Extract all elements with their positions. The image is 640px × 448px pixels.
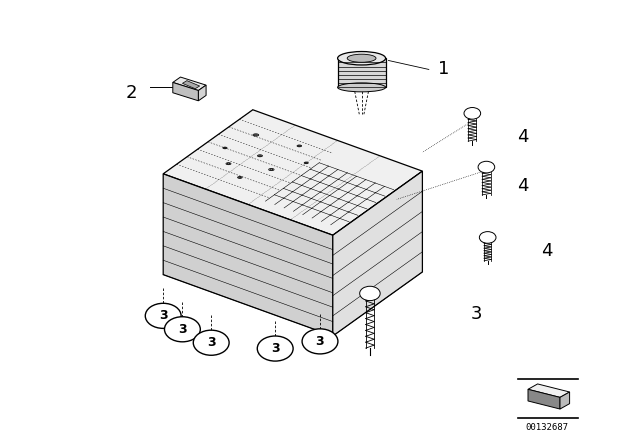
Polygon shape: [163, 110, 422, 235]
Polygon shape: [163, 174, 333, 336]
Text: 3: 3: [159, 309, 168, 323]
Polygon shape: [182, 81, 200, 89]
Text: 3: 3: [178, 323, 187, 336]
Text: 3: 3: [271, 342, 280, 355]
Polygon shape: [560, 392, 570, 409]
Circle shape: [464, 108, 481, 119]
Text: 3: 3: [470, 306, 482, 323]
Polygon shape: [173, 77, 206, 90]
Polygon shape: [198, 85, 206, 101]
Text: 4: 4: [517, 177, 529, 195]
Circle shape: [360, 286, 380, 301]
FancyBboxPatch shape: [338, 58, 385, 87]
Ellipse shape: [347, 54, 376, 62]
Text: 4: 4: [541, 242, 552, 260]
Polygon shape: [173, 82, 198, 101]
Text: 4: 4: [517, 128, 529, 146]
Ellipse shape: [338, 83, 385, 92]
Polygon shape: [333, 171, 422, 336]
Ellipse shape: [338, 52, 385, 65]
Circle shape: [257, 336, 293, 361]
Circle shape: [302, 329, 338, 354]
Circle shape: [479, 232, 496, 243]
Polygon shape: [528, 384, 570, 397]
Text: 2: 2: [126, 84, 138, 102]
Text: 3: 3: [207, 336, 216, 349]
Circle shape: [478, 161, 495, 173]
Circle shape: [193, 330, 229, 355]
Polygon shape: [528, 389, 560, 409]
Text: 3: 3: [316, 335, 324, 348]
Text: 00132687: 00132687: [525, 423, 569, 432]
Text: 1: 1: [438, 60, 450, 78]
Circle shape: [164, 317, 200, 342]
Circle shape: [145, 303, 181, 328]
